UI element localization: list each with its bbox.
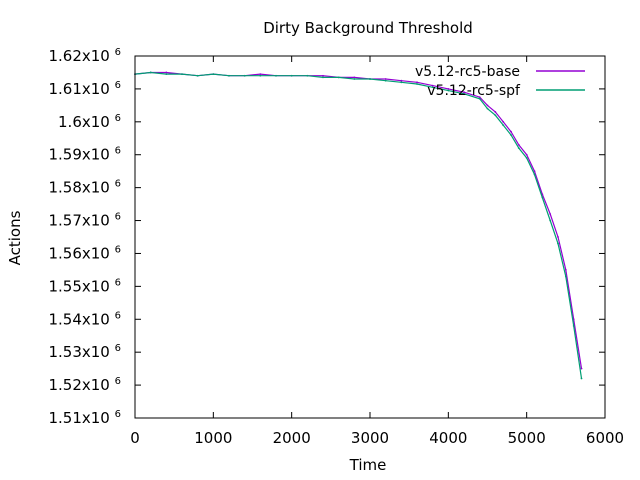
y-tick-mantissa: 1.55x10	[48, 277, 109, 295]
data-point	[549, 213, 551, 215]
data-point	[244, 75, 246, 77]
y-tick-exponent: 6	[115, 310, 121, 321]
data-point	[541, 197, 543, 199]
y-tick-mantissa: 1.62x10	[48, 47, 109, 65]
y-tick-mantissa: 1.59x10	[48, 146, 109, 164]
x-tick-label: 0	[130, 429, 140, 447]
y-tick-label: 1.57x10 6	[48, 212, 121, 230]
y-tick-label: 1.6x10 6	[58, 113, 121, 131]
y-tick-label: 1.58x10 6	[48, 179, 121, 197]
data-point	[581, 368, 583, 370]
y-tick-mantissa: 1.6x10	[58, 113, 110, 131]
data-point	[534, 174, 536, 176]
y-tick-exponent: 6	[115, 277, 121, 288]
data-point	[165, 73, 167, 75]
y-tick-exponent: 6	[115, 376, 121, 387]
data-point	[581, 378, 583, 380]
x-tick-label: 6000	[586, 429, 624, 447]
data-point	[338, 76, 340, 78]
data-point	[353, 78, 355, 80]
y-axis-label: Actions	[6, 210, 24, 265]
data-point	[259, 75, 261, 77]
y-tick-label: 1.61x10 6	[48, 80, 121, 98]
data-point	[526, 154, 528, 156]
data-point	[385, 78, 387, 80]
y-tick-label: 1.53x10 6	[48, 343, 121, 361]
data-point	[573, 325, 575, 327]
y-tick-exponent: 6	[115, 343, 121, 354]
data-point	[385, 80, 387, 82]
data-point	[487, 108, 489, 110]
y-tick-exponent: 6	[115, 146, 121, 157]
y-tick-label: 1.54x10 6	[48, 310, 121, 328]
x-tick-label: 3000	[351, 429, 389, 447]
data-point	[259, 73, 261, 75]
data-point	[487, 104, 489, 106]
data-point	[291, 75, 293, 77]
y-tick-exponent: 6	[115, 244, 121, 255]
data-point	[197, 75, 199, 77]
y-tick-exponent: 6	[115, 80, 121, 91]
data-point	[502, 121, 504, 123]
data-point	[526, 157, 528, 159]
y-tick-mantissa: 1.58x10	[48, 179, 109, 197]
data-point	[400, 80, 402, 82]
y-tick-mantissa: 1.61x10	[48, 80, 109, 98]
data-point	[502, 124, 504, 126]
data-point	[353, 76, 355, 78]
data-point	[518, 147, 520, 149]
data-point	[494, 114, 496, 116]
y-tick-label: 1.51x10 6	[48, 409, 121, 427]
y-tick-label: 1.59x10 6	[48, 146, 121, 164]
chart-title: Dirty Background Threshold	[263, 19, 473, 37]
data-point	[322, 76, 324, 78]
y-tick-label: 1.55x10 6	[48, 277, 121, 295]
data-point	[510, 134, 512, 136]
data-point	[150, 72, 152, 74]
legend-label: v5.12-rc5-spf	[427, 83, 521, 99]
data-point	[518, 144, 520, 146]
legend-label: v5.12-rc5-base	[415, 64, 520, 80]
y-tick-label: 1.56x10 6	[48, 244, 121, 262]
data-point	[557, 236, 559, 238]
data-point	[306, 75, 308, 77]
x-axis-label: Time	[349, 456, 387, 474]
y-tick-mantissa: 1.56x10	[48, 244, 109, 262]
x-tick-label: 2000	[273, 429, 311, 447]
data-point	[181, 73, 183, 75]
data-point	[322, 75, 324, 77]
y-tick-exponent: 6	[115, 212, 121, 223]
x-tick-label: 1000	[194, 429, 232, 447]
y-tick-mantissa: 1.52x10	[48, 376, 109, 394]
x-tick-label: 5000	[508, 429, 546, 447]
data-point	[565, 269, 567, 271]
data-point	[212, 73, 214, 75]
y-tick-mantissa: 1.54x10	[48, 310, 109, 328]
y-tick-exponent: 6	[115, 47, 121, 58]
data-point	[369, 78, 371, 80]
data-point	[416, 81, 418, 83]
y-tick-label: 1.62x10 6	[48, 47, 121, 65]
data-point	[557, 243, 559, 245]
data-point	[228, 75, 230, 77]
y-tick-exponent: 6	[115, 113, 121, 124]
data-point	[400, 81, 402, 83]
data-point	[165, 72, 167, 74]
data-point	[494, 111, 496, 113]
y-tick-mantissa: 1.57x10	[48, 212, 109, 230]
y-tick-mantissa: 1.53x10	[48, 343, 109, 361]
y-tick-exponent: 6	[115, 409, 121, 420]
data-point	[510, 131, 512, 133]
y-tick-mantissa: 1.51x10	[48, 409, 109, 427]
x-tick-label: 4000	[429, 429, 467, 447]
data-point	[565, 276, 567, 278]
y-tick-exponent: 6	[115, 179, 121, 190]
data-point	[275, 75, 277, 77]
y-tick-label: 1.52x10 6	[48, 376, 121, 394]
data-point	[549, 220, 551, 222]
data-point	[416, 83, 418, 85]
